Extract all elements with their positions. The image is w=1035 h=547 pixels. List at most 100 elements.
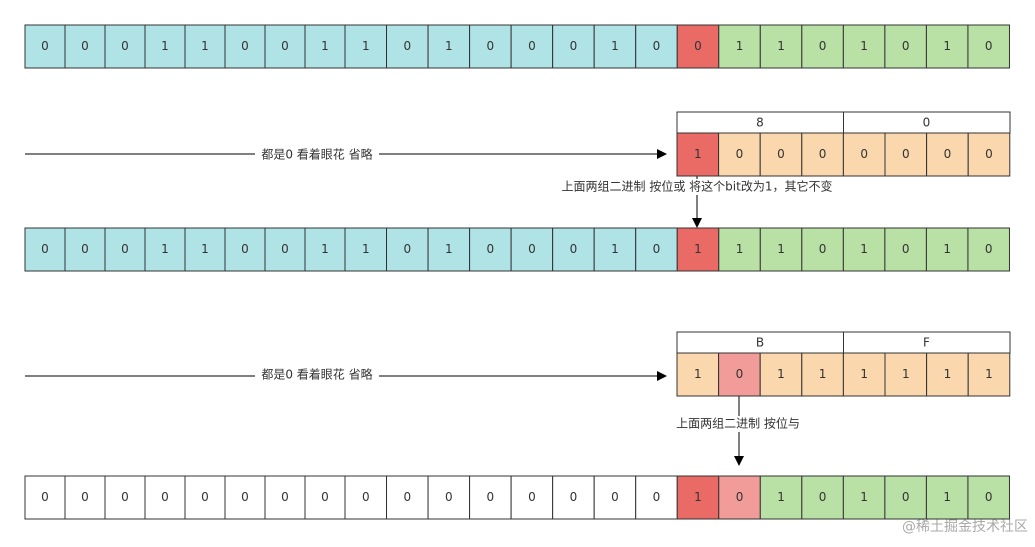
bit-cell (427, 475, 471, 520)
bit-cell (469, 24, 512, 69)
bit-cell (676, 227, 720, 272)
bit-cell (224, 475, 266, 520)
bit-label: 1 (694, 490, 702, 504)
bit-label: 0 (985, 39, 993, 53)
bit-label: 1 (943, 39, 951, 53)
bit-label: 1 (736, 39, 744, 53)
bit-label: 0 (736, 490, 744, 504)
bit-label: 1 (201, 242, 209, 256)
bit-label: 1 (860, 242, 868, 256)
bit-cell (104, 227, 146, 272)
bit-label: 0 (201, 490, 209, 504)
bit-cell (552, 475, 595, 520)
note-bg (255, 367, 379, 383)
bit-cell (24, 227, 66, 272)
bit-cell (144, 475, 186, 520)
hex-label: 0 (923, 116, 931, 130)
bit-cell (224, 227, 266, 272)
bit-cell (264, 227, 306, 272)
bit-cell (469, 227, 512, 272)
bit-label: 0 (121, 490, 129, 504)
bit-label: 0 (121, 39, 129, 53)
bit-cell (718, 24, 761, 69)
bit-cell (104, 24, 146, 69)
bit-label: 0 (121, 242, 129, 256)
bit-cell (144, 24, 186, 69)
bit-label: 1 (819, 367, 827, 381)
bit-cell (884, 132, 928, 177)
bit-label: 1 (445, 39, 453, 53)
bit-label: 1 (860, 39, 868, 53)
bit-cell (884, 352, 928, 397)
bit-cell (64, 24, 106, 69)
bit-label: 1 (611, 39, 619, 53)
bit-cell (64, 475, 106, 520)
op-bg (668, 416, 808, 432)
bit-label: 1 (321, 242, 329, 256)
bit-label: 0 (985, 147, 993, 161)
bit-label: 0 (819, 242, 827, 256)
bit-label: 0 (902, 490, 910, 504)
bit-label: 0 (570, 39, 578, 53)
op-label: 上面两组二进制 按位或 将这个bit改为1，其它不变 (562, 179, 833, 194)
bit-label: 0 (611, 490, 619, 504)
bit-cell (967, 475, 1010, 520)
bit-label: 0 (81, 490, 89, 504)
hex-header (843, 111, 1011, 134)
bit-label: 0 (653, 39, 661, 53)
bit-label: 1 (321, 39, 329, 53)
bit-cell (510, 227, 554, 272)
bit-cell (24, 475, 66, 520)
bit-label: 0 (81, 242, 89, 256)
bit-label: 0 (819, 490, 827, 504)
bit-label: 0 (528, 242, 536, 256)
bit-cell (510, 475, 554, 520)
bit-cell (552, 24, 595, 69)
bit-cell (759, 475, 803, 520)
bit-cell (386, 24, 429, 69)
bit-label: 0 (736, 367, 744, 381)
bit-label: 0 (570, 490, 578, 504)
bit-label: 0 (281, 490, 289, 504)
bit-cell (842, 24, 886, 69)
bit-label: 0 (321, 490, 329, 504)
bit-cell (718, 132, 761, 177)
bit-label: 1 (201, 39, 209, 53)
bit-label: 0 (528, 490, 536, 504)
bit-cell (926, 352, 969, 397)
bit-cell (676, 475, 720, 520)
bit-cell (224, 24, 266, 69)
bit-label: 0 (81, 39, 89, 53)
bit-cell (759, 132, 803, 177)
bit-label: 0 (819, 39, 827, 53)
bit-cell (304, 475, 346, 520)
bit-label: 1 (777, 367, 785, 381)
bit-cell (842, 475, 886, 520)
bit-label: 1 (777, 242, 785, 256)
bit-label: 0 (528, 39, 536, 53)
bit-label: 1 (943, 242, 951, 256)
bit-label: 1 (161, 242, 169, 256)
hex-label: 8 (756, 116, 764, 130)
bit-label: 0 (41, 242, 49, 256)
bit-cell (718, 227, 761, 272)
bit-label: 0 (241, 490, 249, 504)
bit-label: 1 (611, 242, 619, 256)
bit-label: 1 (694, 367, 702, 381)
bit-label: 1 (943, 490, 951, 504)
bit-cell (759, 24, 803, 69)
op-label: 上面两组二进制 按位与 (676, 416, 800, 431)
bit-cell (24, 24, 66, 69)
bit-cell (427, 227, 471, 272)
bit-label: 0 (362, 490, 370, 504)
hex-label: B (756, 336, 764, 350)
bit-label: 0 (985, 242, 993, 256)
bit-label: 0 (653, 490, 661, 504)
bit-cell (967, 352, 1011, 397)
bit-label: 1 (944, 367, 952, 381)
bit-cell (427, 24, 471, 69)
bit-label: 1 (777, 490, 785, 504)
bit-cell (344, 475, 388, 520)
bit-cell (184, 475, 226, 520)
bit-cell (801, 132, 844, 177)
